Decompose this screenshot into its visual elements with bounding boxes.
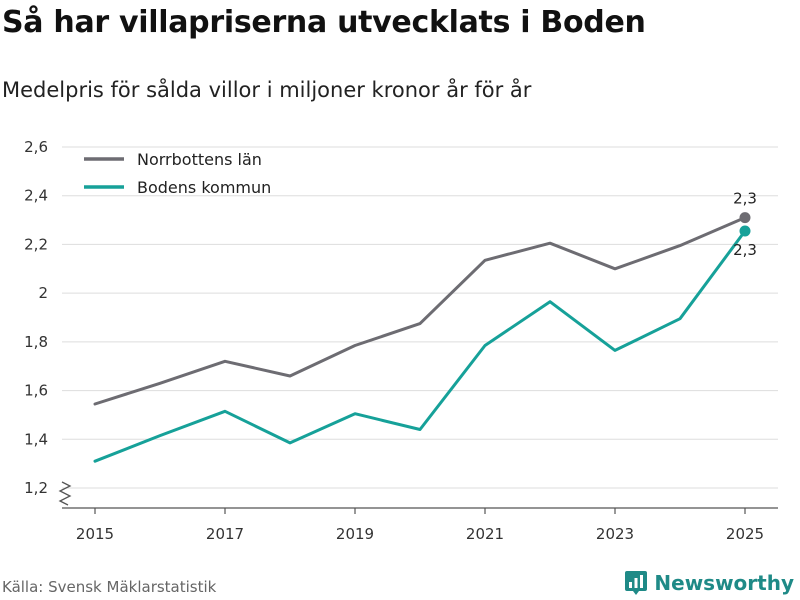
axis-break-icon bbox=[58, 481, 72, 506]
chart-subtitle: Medelpris för sålda villor i miljoner kr… bbox=[2, 78, 532, 102]
y-tick-label: 1,2 bbox=[24, 479, 48, 497]
y-tick-label: 2,2 bbox=[24, 235, 48, 253]
x-tick-label: 2023 bbox=[596, 525, 634, 543]
series-lines: 2,3 2,3 bbox=[93, 190, 757, 463]
y-tick-label: 1,6 bbox=[24, 382, 48, 400]
end-point-marker bbox=[739, 225, 751, 237]
x-tick-label: 2025 bbox=[726, 525, 764, 543]
end-point-marker bbox=[739, 212, 751, 224]
y-tick-label: 1,4 bbox=[24, 430, 48, 448]
end-value-label: 2,3 bbox=[733, 190, 757, 208]
x-axis-ticks: 2015 2017 2019 2021 2023 2025 bbox=[76, 508, 764, 543]
y-tick-label: 2,6 bbox=[24, 138, 48, 156]
source-note: Källa: Svensk Mäklarstatistik bbox=[2, 578, 217, 596]
legend-label: Bodens kommun bbox=[137, 178, 271, 197]
end-value-label: 2,3 bbox=[733, 241, 757, 259]
newsworthy-logo-icon bbox=[625, 571, 648, 595]
brand-logo: Newsworthy bbox=[624, 569, 794, 597]
legend: Norrbottens län Bodens kommun bbox=[84, 150, 271, 197]
chart-title: Så har villapriserna utvecklats i Boden bbox=[2, 5, 646, 40]
brand-name: Newsworthy bbox=[654, 571, 794, 595]
x-tick-label: 2017 bbox=[206, 525, 244, 543]
y-axis-ticks: 1,2 1,4 1,6 1,8 2 2,2 2,4 2,6 bbox=[24, 138, 48, 497]
y-tick-label: 1,8 bbox=[24, 333, 48, 351]
x-tick-label: 2021 bbox=[466, 525, 504, 543]
series-line-norrbotten bbox=[93, 216, 747, 406]
x-tick-label: 2019 bbox=[336, 525, 374, 543]
x-tick-label: 2015 bbox=[76, 525, 114, 543]
series-line-boden bbox=[93, 229, 747, 463]
y-tick-label: 2,4 bbox=[24, 187, 48, 205]
y-tick-label: 2 bbox=[38, 284, 48, 302]
legend-label: Norrbottens län bbox=[137, 150, 262, 169]
grid-lines bbox=[58, 146, 778, 506]
